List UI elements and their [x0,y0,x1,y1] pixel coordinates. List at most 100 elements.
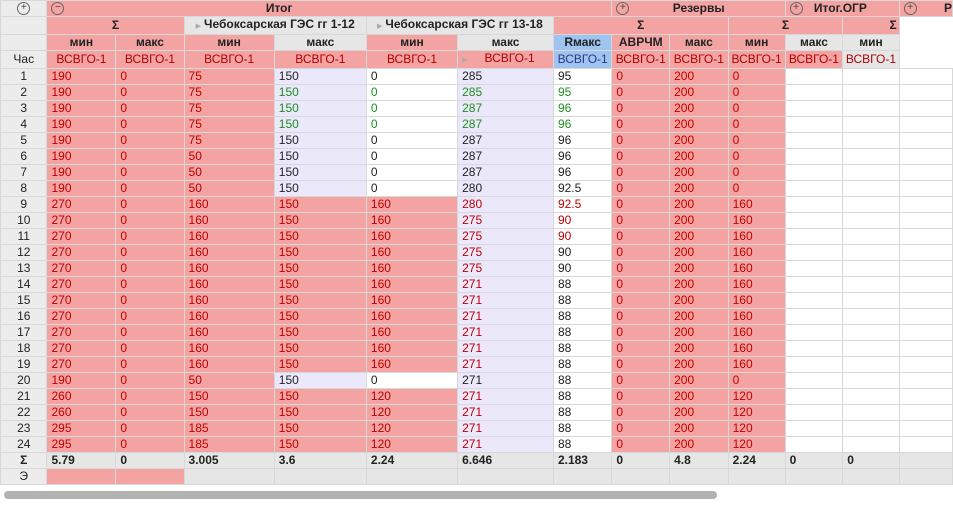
collapse-minus-icon[interactable]: − [51,2,65,16]
table-cell[interactable]: 120 [365,404,459,421]
table-cell[interactable]: 287 [457,164,554,181]
table-cell[interactable] [842,244,900,261]
table-cell[interactable]: 0 [365,164,459,181]
table-cell[interactable]: 270 [46,212,117,229]
table-cell[interactable] [784,436,844,453]
table-cell[interactable]: 88 [552,308,613,325]
table-cell[interactable]: 0 [115,308,185,325]
table-cell[interactable]: 275 [457,228,554,245]
table-cell[interactable]: 120 [727,420,786,437]
table-cell[interactable] [842,180,900,197]
group-itog[interactable]: − Итог [46,0,613,17]
table-cell[interactable] [842,308,900,325]
table-cell[interactable]: 150 [273,356,367,373]
table-cell[interactable]: 0 [365,68,459,85]
table-cell[interactable]: 75 [183,68,275,85]
energy-cell[interactable] [552,468,613,485]
table-cell[interactable]: 200 [669,116,729,133]
table-cell[interactable]: 0 [115,68,185,85]
energy-cell[interactable] [457,468,554,485]
table-cell[interactable]: 75 [183,116,275,133]
table-cell[interactable]: 271 [457,404,554,421]
table-cell[interactable]: 0 [365,84,459,101]
table-cell[interactable]: 280 [457,196,554,213]
table-cell[interactable] [842,68,900,85]
table-cell[interactable]: 0 [611,436,671,453]
table-cell[interactable]: 160 [727,212,786,229]
col-header-max[interactable]: макс [115,34,185,51]
sum-cell[interactable]: 2.24 [365,452,459,469]
expand-plus-icon[interactable]: + [789,2,803,16]
table-cell[interactable]: 287 [457,132,554,149]
table-cell[interactable]: 150 [273,388,367,405]
table-cell[interactable]: 0 [611,180,671,197]
table-cell[interactable]: 200 [669,212,729,229]
table-cell[interactable]: 0 [115,212,185,229]
table-cell[interactable]: 200 [669,132,729,149]
table-cell[interactable] [784,324,844,341]
table-cell[interactable]: 150 [273,68,367,85]
table-cell[interactable]: 0 [115,276,185,293]
table-cell[interactable] [784,356,844,373]
col-header-max[interactable]: макс [669,34,729,51]
table-cell[interactable]: 160 [365,340,459,357]
table-cell[interactable]: 190 [46,116,117,133]
table-cell[interactable]: 0 [115,292,185,309]
energy-cell[interactable] [898,468,953,485]
table-cell[interactable]: 200 [669,404,729,421]
table-cell[interactable] [784,388,844,405]
table-cell[interactable]: 160 [183,308,275,325]
table-cell[interactable]: 0 [727,132,786,149]
table-cell[interactable]: 0 [727,148,786,165]
table-cell[interactable]: 88 [552,404,613,421]
table-cell[interactable]: 270 [46,244,117,261]
table-cell[interactable]: 160 [365,244,459,261]
table-cell[interactable]: 0 [115,84,185,101]
table-cell[interactable]: 0 [611,164,671,181]
table-cell[interactable]: 285 [457,68,554,85]
col-header-max[interactable]: макс [457,34,554,51]
table-cell[interactable]: 185 [183,436,275,453]
table-cell[interactable]: 160 [183,244,275,261]
table-cell[interactable]: 271 [457,276,554,293]
table-cell[interactable] [784,100,844,117]
table-cell[interactable]: 120 [727,388,786,405]
group-partial[interactable]: + Р [898,0,953,17]
table-cell[interactable] [784,276,844,293]
table-cell[interactable]: 92.5 [552,180,613,197]
table-cell[interactable]: 0 [115,388,185,405]
table-cell[interactable]: 271 [457,388,554,405]
table-cell[interactable]: 90 [552,212,613,229]
table-cell[interactable]: 120 [365,388,459,405]
table-cell[interactable]: 190 [46,180,117,197]
col-header-max[interactable]: макс [273,34,367,51]
table-cell[interactable]: 0 [611,356,671,373]
table-cell[interactable]: 0 [611,276,671,293]
table-cell[interactable]: 190 [46,84,117,101]
table-cell[interactable] [784,244,844,261]
table-cell[interactable]: 160 [183,324,275,341]
table-cell[interactable]: 0 [611,116,671,133]
table-cell[interactable] [784,340,844,357]
table-cell[interactable]: 160 [727,276,786,293]
table-cell[interactable]: 0 [611,308,671,325]
table-cell[interactable]: 96 [552,148,613,165]
table-cell[interactable]: 150 [273,84,367,101]
table-cell[interactable]: 88 [552,276,613,293]
table-cell[interactable]: 0 [115,340,185,357]
table-cell[interactable]: 50 [183,164,275,181]
table-cell[interactable]: 0 [611,196,671,213]
energy-cell[interactable] [842,468,900,485]
table-cell[interactable] [842,420,900,437]
table-cell[interactable] [898,292,953,309]
table-cell[interactable]: 0 [727,84,786,101]
table-cell[interactable] [784,148,844,165]
table-cell[interactable]: 0 [611,372,671,389]
table-cell[interactable] [842,404,900,421]
table-cell[interactable]: 271 [457,420,554,437]
table-cell[interactable]: 270 [46,356,117,373]
sum-cell[interactable]: 6.646 [457,452,554,469]
table-cell[interactable]: 160 [183,292,275,309]
table-cell[interactable]: 271 [457,372,554,389]
col-header-max[interactable]: макс [784,34,844,51]
